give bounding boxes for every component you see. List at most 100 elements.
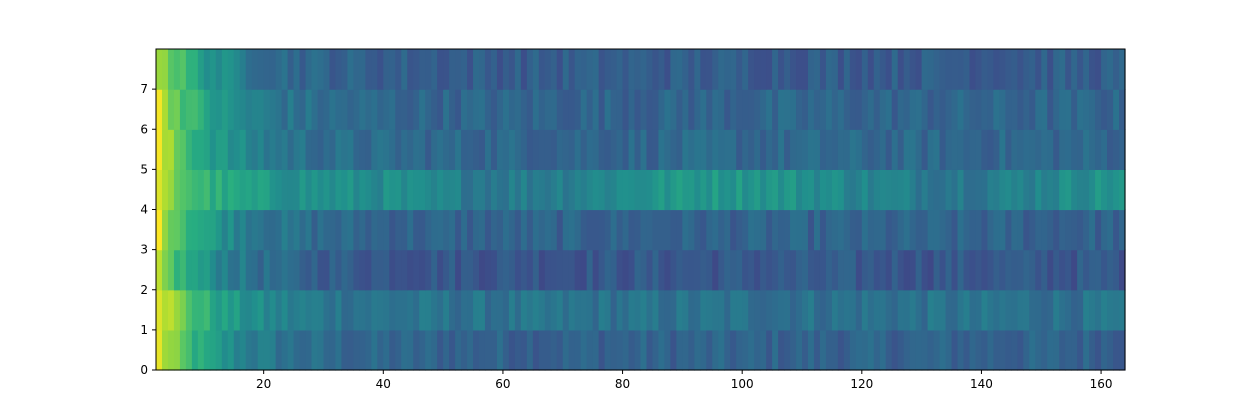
x-tick-label: 160 bbox=[1090, 377, 1113, 391]
heatmap-cell bbox=[622, 209, 630, 251]
heatmap-cell bbox=[981, 129, 989, 170]
heatmap-cell bbox=[449, 89, 456, 130]
heatmap-cell bbox=[461, 129, 468, 170]
heatmap-cell bbox=[156, 89, 163, 130]
heatmap-cell bbox=[461, 329, 468, 371]
heatmap-cell bbox=[508, 209, 516, 251]
heatmap-cell bbox=[945, 329, 953, 371]
heatmap-cell bbox=[1029, 329, 1036, 371]
heatmap-cell bbox=[215, 209, 223, 251]
heatmap-cell bbox=[383, 129, 390, 170]
heatmap-cell bbox=[335, 289, 343, 331]
heatmap-cell bbox=[305, 329, 313, 371]
heatmap-cell bbox=[1071, 129, 1078, 170]
heatmap-cell bbox=[1029, 289, 1036, 331]
heatmap-cell bbox=[371, 209, 378, 251]
heatmap-cell bbox=[275, 329, 283, 371]
heatmap-cell bbox=[813, 329, 821, 371]
heatmap-cell bbox=[203, 89, 211, 130]
heatmap-cell bbox=[903, 249, 911, 291]
heatmap-cell bbox=[837, 129, 845, 170]
heatmap-cell bbox=[359, 329, 366, 371]
heatmap-cell bbox=[221, 49, 229, 90]
heatmap-cell bbox=[311, 249, 319, 291]
heatmap-cell bbox=[413, 169, 420, 211]
heatmap-cell bbox=[161, 289, 169, 331]
heatmap-cell bbox=[562, 249, 570, 291]
heatmap-cell bbox=[873, 289, 881, 331]
heatmap-cell bbox=[999, 89, 1006, 130]
heatmap-cell bbox=[568, 49, 576, 90]
heatmap-cell bbox=[819, 329, 827, 371]
heatmap-cell bbox=[389, 129, 396, 170]
heatmap-cell bbox=[975, 329, 983, 371]
heatmap-cell bbox=[508, 89, 516, 130]
heatmap-cell bbox=[520, 49, 528, 90]
heatmap-cell bbox=[197, 289, 205, 331]
heatmap-cell bbox=[975, 49, 983, 90]
heatmap-cell bbox=[897, 289, 905, 331]
heatmap-cell bbox=[903, 49, 911, 90]
heatmap-cell bbox=[359, 209, 366, 251]
heatmap-cell bbox=[927, 249, 935, 291]
heatmap-cell bbox=[239, 209, 247, 251]
heatmap-cell bbox=[544, 129, 552, 170]
heatmap-cell bbox=[323, 209, 331, 251]
heatmap-cell bbox=[867, 249, 875, 291]
heatmap-cell bbox=[239, 249, 247, 291]
heatmap-cell bbox=[748, 49, 755, 90]
heatmap-cell bbox=[778, 169, 785, 211]
heatmap-cell bbox=[1071, 289, 1078, 331]
heatmap-cell bbox=[449, 129, 456, 170]
heatmap-cell bbox=[353, 329, 360, 371]
heatmap-cell bbox=[909, 249, 917, 291]
heatmap-cell bbox=[490, 129, 498, 170]
heatmap-cell bbox=[1089, 129, 1096, 170]
heatmap-cell bbox=[1041, 329, 1048, 371]
heatmap-cell bbox=[730, 49, 737, 90]
heatmap-cell bbox=[1059, 129, 1066, 170]
heatmap-cell bbox=[915, 289, 923, 331]
heatmap-cell bbox=[365, 169, 372, 211]
heatmap-cell bbox=[706, 329, 713, 371]
heatmap-cell bbox=[520, 289, 528, 331]
heatmap-cell bbox=[1119, 129, 1126, 170]
heatmap-cell bbox=[455, 169, 462, 211]
heatmap-cell bbox=[179, 129, 187, 170]
heatmap-cell bbox=[616, 169, 624, 211]
heatmap-cell bbox=[861, 169, 869, 211]
heatmap-cell bbox=[323, 129, 331, 170]
heatmap-cell bbox=[167, 329, 175, 371]
heatmap-cell bbox=[413, 249, 420, 291]
heatmap-cell bbox=[556, 129, 564, 170]
heatmap-cell bbox=[1089, 49, 1096, 90]
heatmap-cell bbox=[461, 209, 468, 251]
heatmap-cell bbox=[760, 329, 767, 371]
heatmap-cell bbox=[891, 249, 899, 291]
heatmap-cell bbox=[712, 209, 719, 251]
heatmap-cell bbox=[760, 249, 767, 291]
heatmap-cell bbox=[455, 209, 462, 251]
heatmap-cell bbox=[855, 209, 863, 251]
heatmap-cell bbox=[191, 209, 199, 251]
heatmap-cell bbox=[1089, 249, 1096, 291]
heatmap-cell bbox=[861, 289, 869, 331]
heatmap-cell bbox=[251, 89, 259, 130]
heatmap-cell bbox=[778, 49, 785, 90]
heatmap-cell bbox=[987, 169, 995, 211]
heatmap-cell bbox=[592, 289, 600, 331]
heatmap-cell bbox=[885, 49, 893, 90]
heatmap-cell bbox=[526, 89, 534, 130]
heatmap-cell bbox=[790, 289, 797, 331]
heatmap-cell bbox=[161, 169, 169, 211]
heatmap-cell bbox=[1107, 89, 1114, 130]
heatmap-cell bbox=[586, 49, 594, 90]
heatmap-cell bbox=[305, 129, 313, 170]
heatmap-cell bbox=[748, 249, 755, 291]
heatmap-cell bbox=[514, 89, 522, 130]
heatmap-cell bbox=[221, 169, 229, 211]
heatmap-cell bbox=[682, 169, 689, 211]
heatmap-cell bbox=[245, 49, 253, 90]
heatmap-cell bbox=[754, 289, 761, 331]
heatmap-cell bbox=[538, 169, 546, 211]
